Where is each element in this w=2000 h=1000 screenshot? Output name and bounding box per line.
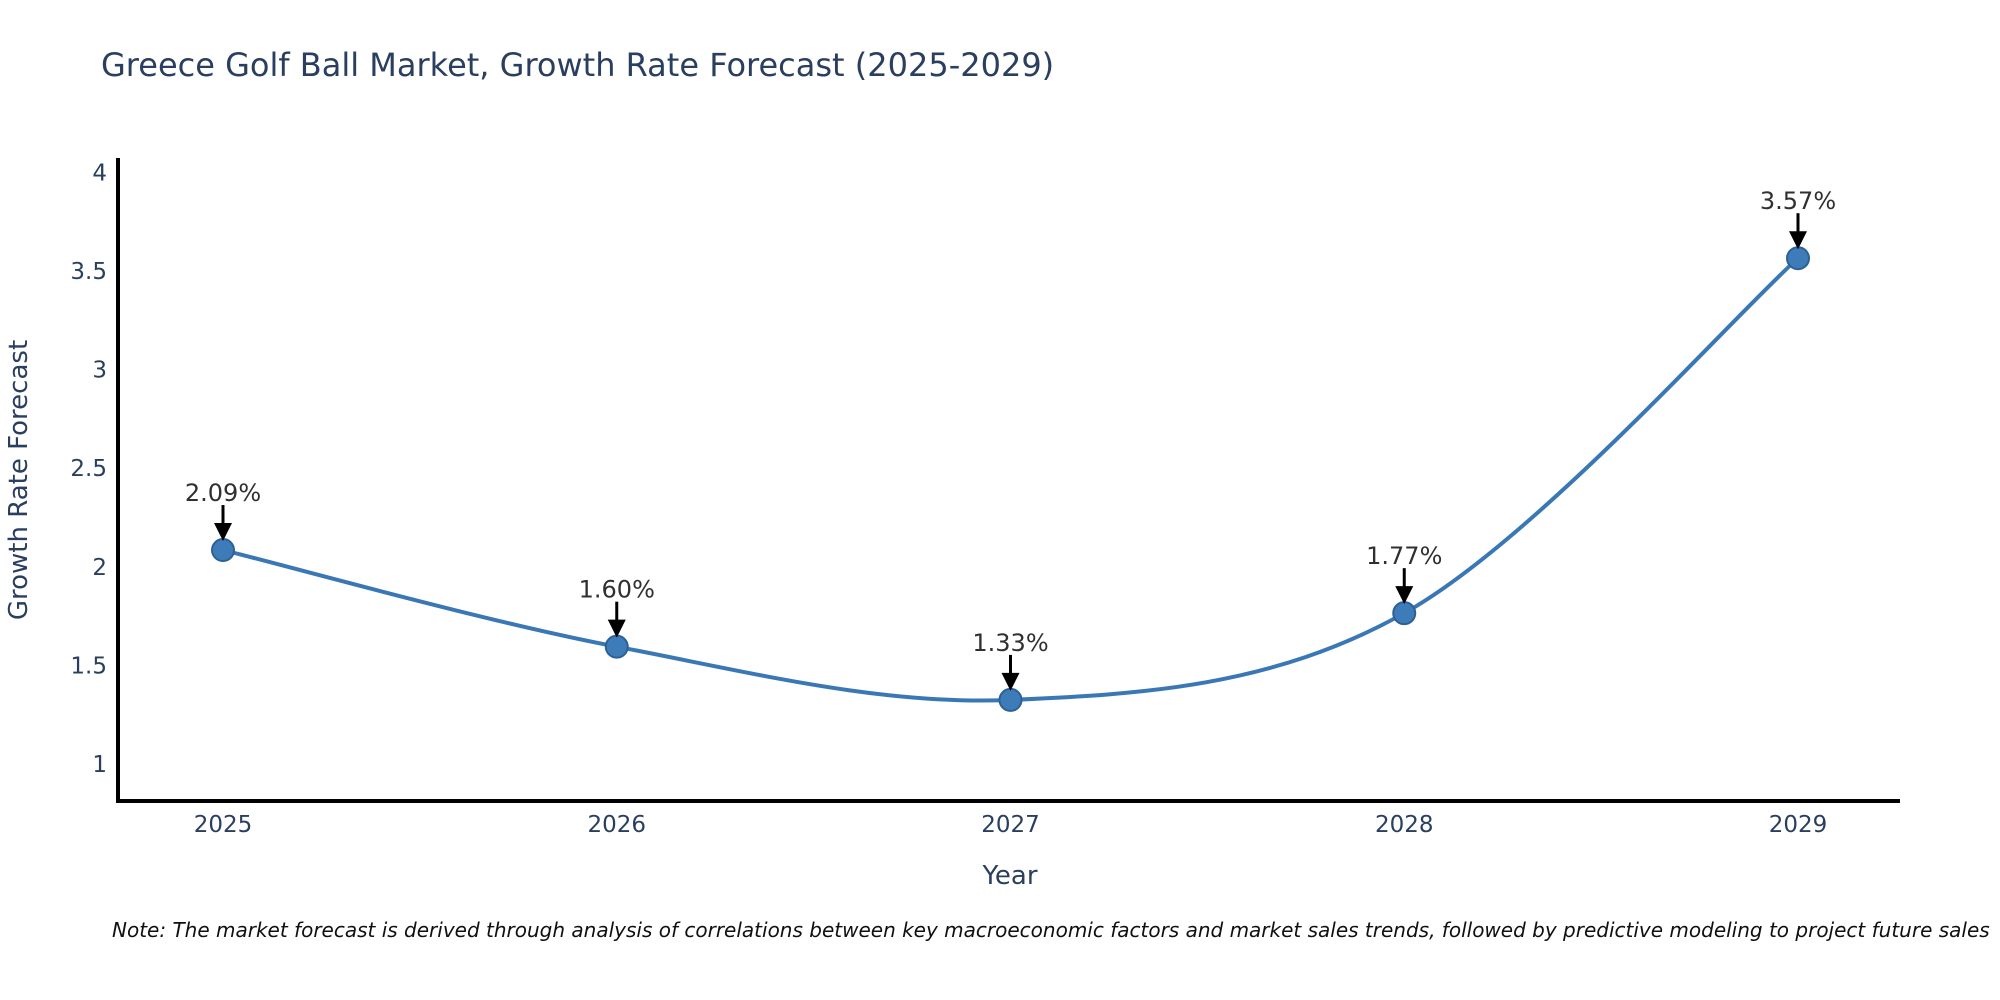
x-tick-label: 2029 xyxy=(1769,812,1828,838)
y-tick-label: 2.5 xyxy=(70,456,107,482)
y-tick-label: 1.5 xyxy=(70,653,107,679)
y-axis-title: Growth Rate Forecast xyxy=(4,340,34,620)
x-tick-label: 2026 xyxy=(587,812,646,838)
line-series xyxy=(211,246,1810,712)
annotation-arrowhead xyxy=(1001,672,1020,691)
data-point-label: 1.77% xyxy=(1366,542,1442,570)
annotation-arrowhead xyxy=(607,619,626,638)
data-point-label: 2.09% xyxy=(185,479,261,507)
data-point-annotations: 2.09% 1.60% 1.33% 1.77% 3.57% xyxy=(185,187,1836,691)
data-point-marker xyxy=(1392,601,1417,626)
footnote: Note: The market forecast is derived thr… xyxy=(112,918,1990,942)
y-tick-label: 3 xyxy=(92,358,107,384)
x-tick-label: 2025 xyxy=(194,812,253,838)
data-point-label: 3.57% xyxy=(1760,187,1836,215)
data-point-marker xyxy=(604,634,629,659)
x-axis-tick-labels: 2025 2026 2027 2028 2029 xyxy=(194,812,1828,838)
data-point-marker xyxy=(1786,246,1810,271)
y-tick-label: 3.5 xyxy=(70,259,107,285)
y-tick-label: 4 xyxy=(92,160,107,186)
annotation-arrowhead xyxy=(1395,586,1414,605)
y-tick-label: 1 xyxy=(92,752,107,778)
x-tick-label: 2028 xyxy=(1375,812,1434,838)
data-point-marker xyxy=(211,538,235,563)
data-point-marker xyxy=(998,687,1023,712)
x-tick-label: 2027 xyxy=(981,812,1040,838)
chart-title: Greece Golf Ball Market, Growth Rate For… xyxy=(101,46,1055,84)
x-axis-title: Year xyxy=(981,861,1037,891)
annotation-arrowhead xyxy=(214,523,232,542)
y-axis-tick-labels: 1 1.5 2 2.5 3 3.5 4 xyxy=(70,160,107,778)
annotation-arrowhead xyxy=(1789,231,1807,250)
y-tick-label: 2 xyxy=(92,555,107,581)
data-point-label: 1.60% xyxy=(579,576,655,604)
data-point-label: 1.33% xyxy=(972,629,1048,657)
